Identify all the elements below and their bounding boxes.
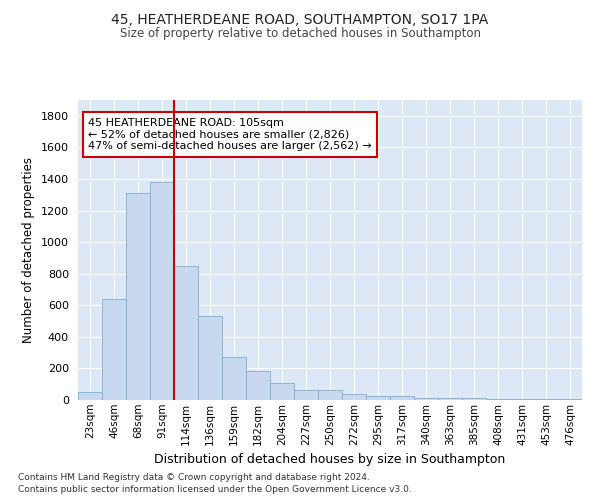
Bar	[102, 299, 126, 400]
Text: 45 HEATHERDEANE ROAD: 105sqm
← 52% of detached houses are smaller (2,826)
47% of: 45 HEATHERDEANE ROAD: 105sqm ← 52% of de…	[88, 118, 372, 151]
Bar	[270, 384, 294, 400]
Bar	[438, 398, 462, 400]
Bar	[294, 390, 318, 400]
Text: Size of property relative to detached houses in Southampton: Size of property relative to detached ho…	[119, 28, 481, 40]
X-axis label: Distribution of detached houses by size in Southampton: Distribution of detached houses by size …	[154, 453, 506, 466]
Bar	[78, 392, 102, 400]
Text: Contains HM Land Registry data © Crown copyright and database right 2024.: Contains HM Land Registry data © Crown c…	[18, 472, 370, 482]
Text: 45, HEATHERDEANE ROAD, SOUTHAMPTON, SO17 1PA: 45, HEATHERDEANE ROAD, SOUTHAMPTON, SO17…	[112, 12, 488, 26]
Bar	[534, 399, 558, 400]
Bar	[390, 396, 414, 400]
Y-axis label: Number of detached properties: Number of detached properties	[22, 157, 35, 343]
Bar	[510, 399, 534, 400]
Bar	[486, 399, 510, 400]
Bar	[342, 394, 366, 400]
Bar	[318, 390, 342, 400]
Bar	[222, 356, 246, 400]
Bar	[366, 396, 390, 400]
Bar	[414, 398, 438, 400]
Bar	[246, 371, 270, 400]
Bar	[126, 193, 150, 400]
Bar	[174, 266, 198, 400]
Bar	[462, 398, 486, 400]
Bar	[558, 399, 582, 400]
Bar	[198, 316, 222, 400]
Bar	[150, 182, 174, 400]
Text: Contains public sector information licensed under the Open Government Licence v3: Contains public sector information licen…	[18, 485, 412, 494]
